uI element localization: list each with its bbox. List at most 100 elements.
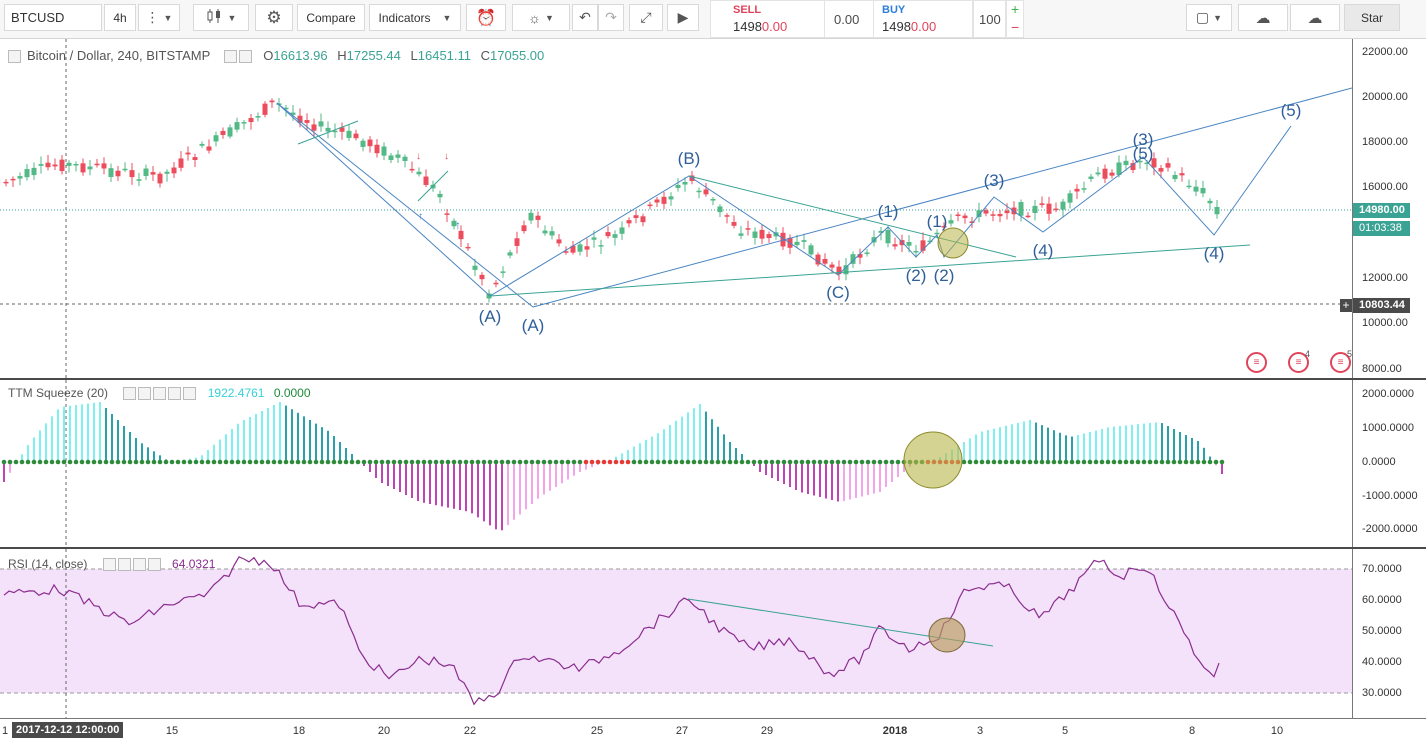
candle-body	[24, 169, 30, 178]
candle-body	[682, 181, 688, 185]
squeeze-dot	[553, 459, 559, 465]
rsi-tick: 40.0000	[1362, 656, 1402, 668]
squeeze-dot	[1201, 459, 1207, 465]
squeeze-value: 1922.4761	[207, 386, 265, 400]
redo-icon: ↷	[605, 9, 617, 25]
squeeze-dot	[1177, 459, 1183, 465]
chart-color-button[interactable]: ▢ ▼	[1186, 4, 1232, 31]
wave-label-1: (1)	[877, 202, 899, 221]
squeeze-dot	[817, 459, 823, 465]
economic-event-flag[interactable]: ≡	[1288, 352, 1309, 373]
squeeze-tick: 2000.0000	[1362, 388, 1414, 400]
price-chart[interactable]: ↑ ↑ ↓ ↓	[0, 39, 1352, 378]
wave-count-line	[276, 102, 534, 308]
candle-body	[381, 146, 387, 156]
close-icon[interactable]	[147, 558, 161, 572]
squeeze-legend: TTM Squeeze (20) 1922.4761 0.0000	[8, 386, 311, 401]
squeeze-dot	[1135, 459, 1141, 465]
candle-body	[843, 265, 849, 275]
pane-separator[interactable]	[0, 547, 1426, 549]
squeeze-dot	[145, 459, 151, 465]
fullscreen-button[interactable]: ⤢	[629, 4, 663, 31]
candle-body	[374, 144, 380, 154]
plus-icon[interactable]: +	[1340, 299, 1352, 312]
squeeze-dot	[25, 459, 31, 465]
squeeze-axis[interactable]: 2000.0000 1000.0000 0.0000 -1000.0000 -2…	[1352, 380, 1426, 547]
economic-event-flag[interactable]: ≡	[1330, 352, 1351, 373]
close-icon[interactable]	[183, 387, 197, 401]
alert-button[interactable]: ⏰	[466, 4, 506, 31]
squeeze-dot	[739, 459, 745, 465]
source-icon[interactable]	[153, 387, 167, 401]
rsi-value: 64.0321	[172, 557, 216, 571]
indicators-button[interactable]: Indicators ▼	[369, 4, 461, 31]
star-button[interactable]: Star	[1344, 4, 1400, 31]
ideas-button[interactable]: ☼ ▼	[512, 4, 570, 31]
rsi-axis[interactable]: 70.0000 60.0000 50.0000 40.0000 30.0000	[1352, 549, 1426, 718]
eye-icon[interactable]	[123, 387, 137, 401]
candle-body	[500, 271, 506, 273]
squeeze-dot	[823, 459, 829, 465]
sell-button[interactable]: SELL 14980.00	[710, 0, 825, 38]
squeeze-pane[interactable]	[0, 380, 1352, 547]
interval-button[interactable]: 4h	[104, 4, 136, 31]
wave-label-b: (B)	[677, 149, 701, 168]
chart-style-button[interactable]: ▼	[193, 4, 249, 31]
candle-body	[1053, 208, 1059, 211]
load-layout-button[interactable]: ☁	[1238, 4, 1288, 31]
crosshair-date-badge: 2017-12-12 12:00:00	[12, 722, 124, 738]
candle-body	[1074, 188, 1080, 192]
price-axis[interactable]: 22000.00 20000.00 18000.00 16000.00 1400…	[1352, 39, 1426, 378]
eye-icon[interactable]	[102, 558, 116, 572]
pane-separator[interactable]	[0, 378, 1426, 380]
squeeze-dot	[451, 459, 457, 465]
redo-button[interactable]: ↷	[598, 4, 624, 31]
candle-body	[129, 170, 135, 178]
candle-body	[206, 146, 212, 151]
undo-icon: ↶	[579, 9, 591, 25]
squeeze-dot	[1027, 459, 1033, 465]
candle-body	[1179, 173, 1185, 176]
candle-body	[885, 230, 891, 244]
squeeze-dot	[415, 459, 421, 465]
squeeze-chart[interactable]	[0, 380, 1352, 547]
candle-body	[73, 163, 79, 166]
time-axis[interactable]: 1 15 18 20 22 25 27 29 2018 3 5 8 10 201…	[0, 718, 1426, 742]
buy-button[interactable]: BUY 14980.00	[873, 0, 973, 38]
close-value: 17055.00	[490, 48, 545, 63]
price-pane[interactable]: ↑ ↑ ↓ ↓	[0, 39, 1352, 378]
gear-icon[interactable]	[117, 558, 131, 572]
save-layout-button[interactable]: ☁	[1290, 4, 1340, 31]
squeeze-dot	[277, 459, 283, 465]
settings-button[interactable]: ⚙	[255, 4, 293, 31]
squeeze-dot	[643, 459, 649, 465]
gear-icon[interactable]	[138, 387, 152, 401]
squeeze-dot	[865, 459, 871, 465]
squeeze-dot	[877, 459, 883, 465]
squeeze-dot	[1081, 459, 1087, 465]
eye-icon[interactable]	[223, 50, 237, 64]
interval-dropdown[interactable]: ⋮ ▼	[138, 4, 180, 31]
plus-icon[interactable]: +	[1011, 1, 1020, 17]
squeeze-dot	[721, 459, 727, 465]
replay-button[interactable]: ▶	[667, 4, 699, 31]
rsi-chart[interactable]	[0, 549, 1352, 718]
squeeze-dot	[655, 459, 661, 465]
quantity-input[interactable]: 100	[973, 0, 1006, 38]
compare-button[interactable]: Compare	[297, 4, 365, 31]
undo-button[interactable]: ↶	[572, 4, 598, 31]
symbol-search-input[interactable]: BTCUSD	[4, 4, 102, 31]
candle-body	[1095, 172, 1101, 175]
candle-body	[542, 230, 548, 234]
plus-icon[interactable]	[132, 558, 146, 572]
gear-icon[interactable]	[238, 50, 252, 64]
plus-icon[interactable]	[168, 387, 182, 401]
economic-event-flag[interactable]: ≡	[1246, 352, 1267, 373]
candle-body	[1158, 168, 1164, 172]
minus-icon[interactable]: −	[1011, 19, 1020, 35]
collapse-icon[interactable]	[8, 50, 21, 64]
squeeze-dot	[1093, 459, 1099, 465]
highlight-circle	[928, 617, 966, 653]
squeeze-dot	[757, 459, 763, 465]
rsi-pane[interactable]	[0, 549, 1352, 718]
